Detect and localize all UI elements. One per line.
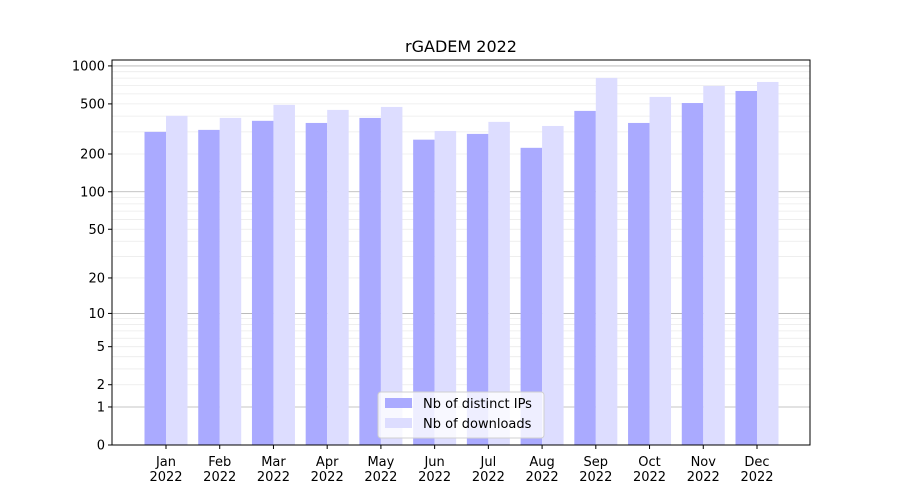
- bar-downloads: [166, 115, 188, 445]
- bar-downloads: [488, 121, 510, 445]
- x-tick-label: Feb 2022: [203, 455, 236, 485]
- x-tick-label: Dec 2022: [740, 455, 773, 485]
- bar-distinct-ips: [628, 122, 650, 446]
- bar-distinct-ips: [520, 147, 543, 445]
- y-tick-label: 50: [88, 223, 105, 238]
- bar-downloads: [542, 125, 564, 445]
- bar-distinct-ips: [305, 122, 328, 446]
- bar-downloads: [649, 96, 672, 445]
- bar-distinct-ips: [574, 110, 596, 446]
- bar-downloads: [703, 85, 725, 446]
- legend-label: Nb of downloads: [423, 417, 532, 432]
- y-tick-label: 5: [97, 340, 105, 355]
- y-tick-label: 1: [97, 400, 105, 415]
- bar-downloads: [595, 77, 618, 446]
- x-tick-label: Apr 2022: [311, 455, 344, 485]
- bar-downloads: [327, 109, 349, 446]
- x-tick-label: Oct 2022: [633, 455, 666, 485]
- bar-distinct-ips: [735, 90, 757, 446]
- plot-frame: [111, 59, 811, 446]
- legend-swatch: [385, 418, 412, 428]
- y-tick-label: 20: [88, 271, 105, 286]
- bar-distinct-ips: [251, 120, 274, 445]
- legend: Nb of distinct IPs Nb of downloads: [377, 391, 545, 439]
- bar-distinct-ips: [413, 139, 435, 446]
- bar-downloads: [380, 106, 403, 445]
- x-tick-label: Jul 2022: [472, 455, 505, 485]
- legend-swatch: [385, 398, 412, 408]
- bar-distinct-ips: [198, 129, 220, 445]
- x-tick-label: Jun 2022: [418, 455, 451, 485]
- x-tick-label: May 2022: [364, 455, 397, 485]
- bar-distinct-ips: [681, 103, 704, 445]
- x-tick-label: Mar 2022: [257, 455, 290, 485]
- y-tick-label: 2: [97, 378, 105, 393]
- y-tick-label: 100: [80, 185, 105, 200]
- bar-distinct-ips: [466, 133, 489, 445]
- legend-box: [377, 391, 545, 439]
- legend-label: Nb of distinct IPs: [423, 397, 532, 412]
- y-tick-label: 0: [97, 439, 105, 454]
- y-tick-label: 500: [80, 97, 105, 112]
- chart-title: rGADEM 2022: [405, 37, 517, 56]
- x-tick-label: Aug 2022: [526, 455, 559, 485]
- x-tick-label: Jan 2022: [149, 455, 182, 485]
- bar-downloads: [273, 104, 295, 445]
- bar-downloads: [434, 130, 457, 446]
- y-tick-label: 10: [88, 307, 105, 322]
- bar-downloads: [219, 117, 242, 445]
- y-tick-label: 1000: [72, 59, 105, 74]
- x-tick-label: Sep 2022: [579, 455, 612, 485]
- bar-downloads: [757, 81, 779, 446]
- x-tick-label: Nov 2022: [687, 455, 720, 485]
- bar-distinct-ips: [144, 131, 166, 445]
- y-tick-label: 200: [80, 148, 105, 163]
- bar-distinct-ips: [359, 117, 381, 445]
